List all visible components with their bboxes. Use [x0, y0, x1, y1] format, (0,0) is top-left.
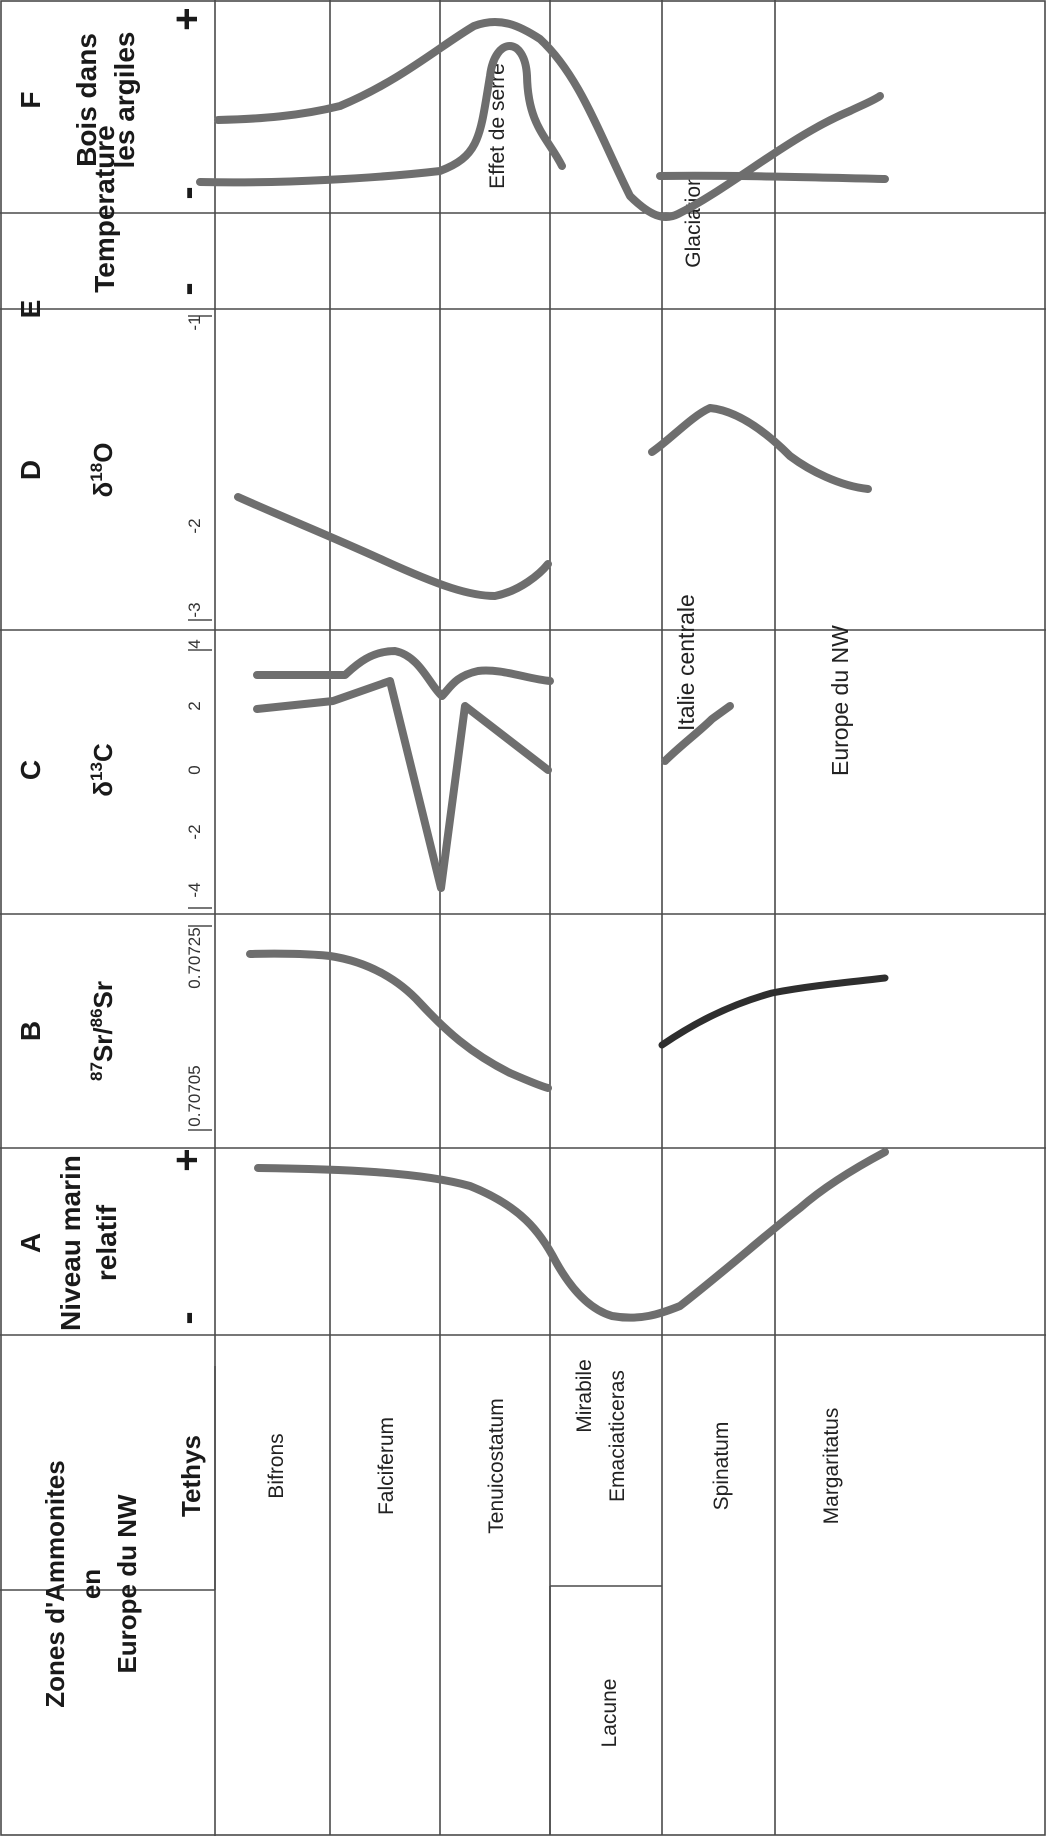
column-a-min-label: -	[165, 1311, 209, 1324]
curve-c-europe-nw-lower	[661, 702, 734, 765]
zone-emaciaticeras: Emaciaticeras	[606, 1370, 629, 1502]
curves	[196, 18, 889, 1322]
zone-labels: Bifrons Falciferum Tenuicostatum Mirabil…	[265, 1359, 843, 1747]
zone-falciferum: Falciferum	[375, 1417, 398, 1515]
column-a-title-line2: relatif	[91, 1204, 122, 1281]
column-d-tick-0: -3	[185, 602, 204, 617]
series-label-europe-nw: Europe du NW	[827, 625, 853, 776]
column-c-tick-4: 4	[185, 639, 204, 648]
column-b-tick-high: 0.70725	[185, 927, 204, 988]
column-c-main: C	[88, 743, 118, 762]
column-d-tick-1: -2	[185, 518, 204, 533]
column-d-title: δ18O	[87, 443, 118, 498]
curve-e-temperature	[214, 18, 884, 221]
column-c-prefix: δ	[88, 781, 118, 797]
column-c-tick-1: -2	[185, 824, 204, 839]
column-a-max-label: +	[165, 1148, 209, 1171]
column-e-letter: E	[15, 300, 46, 319]
column-c-letter: C	[15, 760, 46, 780]
column-d-sup: 18	[87, 463, 106, 482]
column-a-header: A Niveau marin relatif - +	[15, 1148, 209, 1331]
column-b-tick-low: 0.70705	[185, 1065, 204, 1126]
column-b-main1: Sr/	[88, 1027, 118, 1062]
column-e-max-label: +	[165, 7, 209, 30]
column-b-title: 87Sr/86Sr	[87, 981, 118, 1081]
zone-lacune: Lacune	[598, 1679, 621, 1748]
zone-tenuicostatum: Tenuicostatum	[485, 1398, 508, 1533]
column-d-prefix: δ	[88, 482, 118, 498]
column-f-header: F Bois dans les argiles - +	[15, 7, 209, 199]
column-a-title-line1: Niveau marin	[55, 1155, 86, 1331]
ammonite-title-line3: Europe du NW	[112, 1494, 142, 1674]
column-c-tick-2: 0	[185, 765, 204, 774]
column-c-tick-0: -4	[185, 882, 204, 897]
curve-a-sea-level	[254, 1148, 889, 1322]
tethys-label: Tethys	[176, 1435, 206, 1517]
column-d-tick-2: -1	[185, 315, 204, 330]
curve-f-wood-upper	[196, 42, 566, 187]
column-e-title: Temperature	[89, 125, 120, 293]
zone-mirabile: Mirabile	[573, 1359, 596, 1433]
zone-bifrons: Bifrons	[265, 1433, 288, 1498]
curve-c-europe-nw-upper	[253, 677, 552, 892]
column-d-header: D δ18O -3 -2 -1	[15, 315, 204, 617]
column-b-main2: Sr	[88, 981, 118, 1008]
ammonite-title-line1: Zones d'Ammonites	[40, 1460, 70, 1707]
column-e-min-label: -	[165, 282, 209, 295]
ammonite-title-line2: en	[76, 1569, 106, 1599]
column-d-main: O	[88, 443, 118, 463]
column-c-sup: 13	[87, 762, 106, 781]
curve-c-italie-centrale	[253, 647, 554, 700]
column-a-letter: A	[15, 1233, 46, 1253]
curve-d-d18o-upper	[234, 493, 552, 600]
curve-f-wood-lower	[656, 171, 889, 183]
column-f-title-line2: les argiles	[109, 32, 140, 169]
annotation-effet-de-serre: Effet de serre	[486, 63, 509, 189]
column-b-header: B 87Sr/86Sr 0.70705 0.70725	[15, 927, 204, 1126]
series-label-italie-centrale: Italie centrale	[673, 594, 699, 731]
column-b-sup2: 86	[87, 1008, 106, 1027]
curve-b-sr-ratio-lower	[658, 974, 889, 1049]
column-f-min-label: -	[165, 186, 209, 199]
column-f-max-label: +	[165, 7, 209, 30]
column-b-sup1: 87	[87, 1062, 106, 1081]
column-c-title: δ13C	[87, 743, 118, 797]
zone-spinatum: Spinatum	[710, 1422, 733, 1511]
annotation-glaciation: Glaciation	[682, 174, 705, 267]
curve-d-d18o-lower	[648, 404, 872, 493]
ammonite-header: Zones d'Ammonites en Europe du NW Tethys	[40, 1435, 206, 1708]
column-c-header: C δ13C -4 -2 0 2 4 Italie centrale Europ…	[15, 594, 853, 897]
zone-margaritatus: Margaritatus	[820, 1408, 843, 1525]
curve-b-sr-ratio-upper	[246, 949, 552, 1092]
column-b-letter: B	[15, 1021, 46, 1041]
column-f-title-line1: Bois dans	[71, 33, 102, 167]
column-d-letter: D	[15, 460, 46, 480]
column-c-tick-3: 2	[185, 701, 204, 710]
column-f-letter: F	[15, 91, 46, 108]
